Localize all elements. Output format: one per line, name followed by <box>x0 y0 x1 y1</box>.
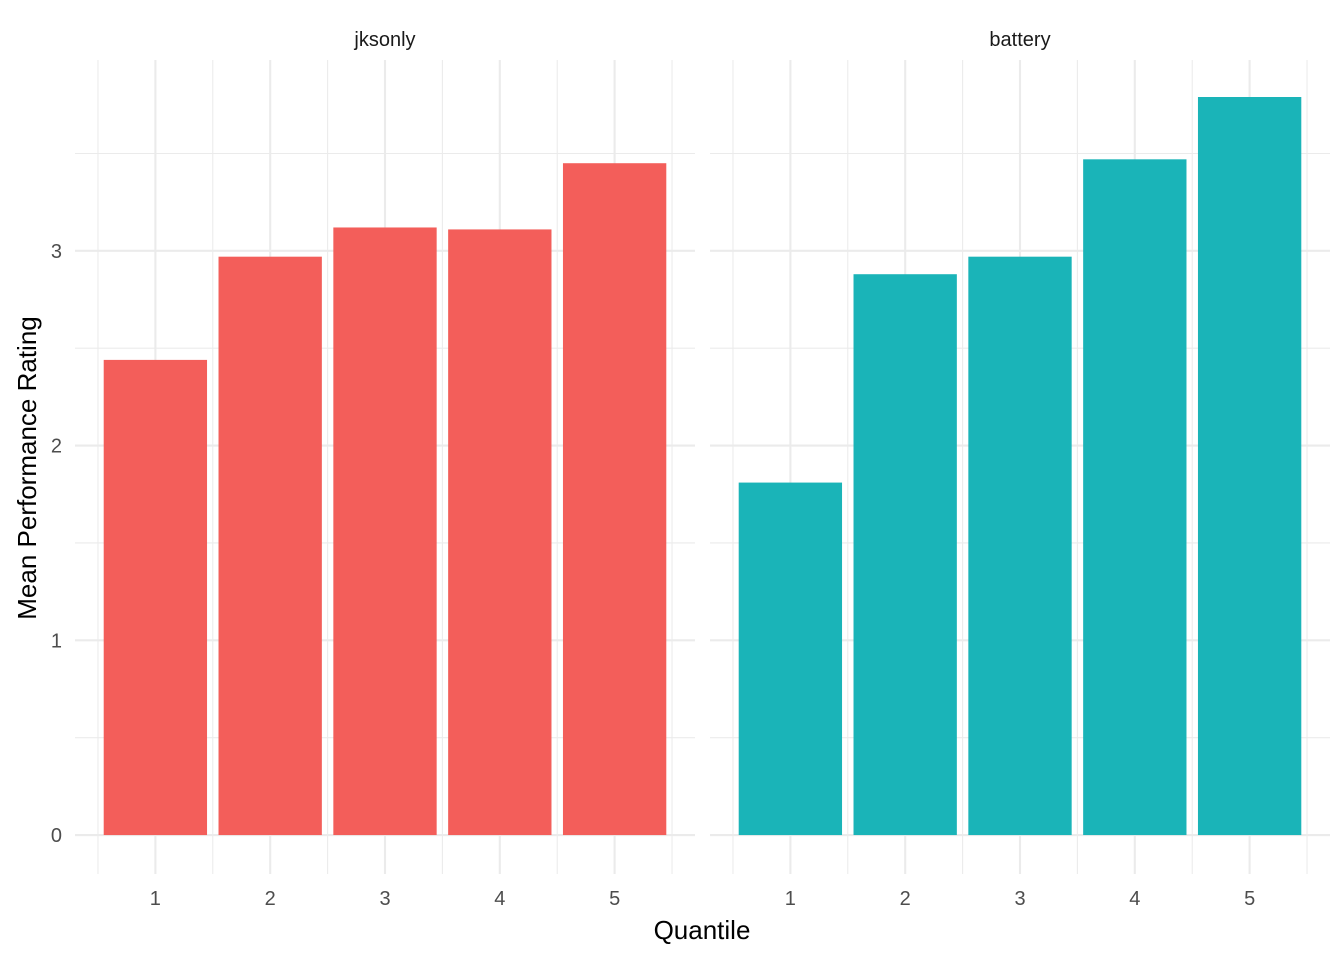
bar-battery-5 <box>1197 97 1302 836</box>
bar-jksonly-2 <box>218 256 322 836</box>
bar-jksonly-3 <box>333 227 437 836</box>
y-tick-label: 1 <box>51 630 62 652</box>
y-axis-title: Mean Performance Rating <box>12 316 42 619</box>
x-tick-label: 2 <box>900 888 911 910</box>
x-tick-label: 1 <box>150 888 161 910</box>
x-tick-label: 2 <box>265 888 276 910</box>
x-tick-label: 4 <box>1129 888 1140 910</box>
x-axis-title: Quantile <box>654 915 751 945</box>
x-tick-label: 3 <box>1014 888 1025 910</box>
bar-jksonly-5 <box>562 163 667 836</box>
bar-jksonly-4 <box>448 229 552 836</box>
bar-battery-2 <box>853 274 957 836</box>
facet-strip-label: battery <box>989 29 1050 51</box>
y-tick-label: 0 <box>51 825 62 847</box>
x-tick-label: 4 <box>494 888 505 910</box>
bar-battery-3 <box>968 256 1072 836</box>
bar-jksonly-1 <box>103 359 208 836</box>
bar-battery-4 <box>1083 159 1187 836</box>
y-tick-label: 3 <box>51 241 62 263</box>
panel-jksonly: 1 2 3 4 5 jksonly <box>75 29 695 910</box>
bar-battery-1 <box>738 482 843 836</box>
x-tick-label: 5 <box>1244 888 1255 910</box>
panel-battery: 1 2 3 4 5 battery <box>710 29 1330 910</box>
x-tick-label: 3 <box>379 888 390 910</box>
y-tick-label: 2 <box>51 436 62 458</box>
facet-strip-label: jksonly <box>353 29 415 51</box>
x-tick-label: 1 <box>785 888 796 910</box>
x-tick-label: 5 <box>609 888 620 910</box>
